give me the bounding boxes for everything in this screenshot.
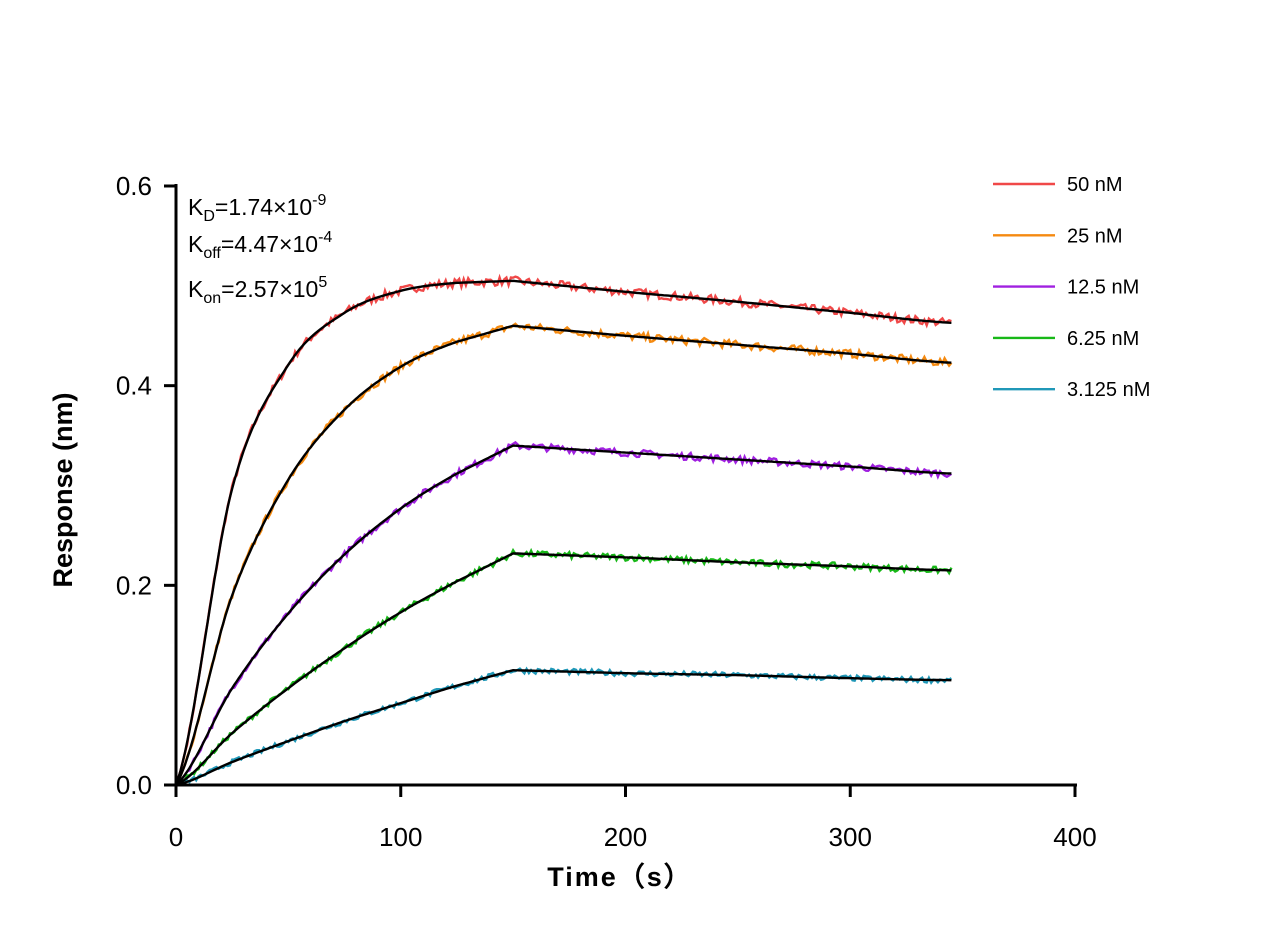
y-tick-label: 0.6 [116, 171, 152, 201]
fit-curves [174, 279, 952, 787]
fit-curve [174, 279, 952, 786]
x-tick-label: 0 [169, 822, 183, 852]
legend-label: 12.5 nM [1067, 277, 1139, 299]
x-tick-label: 300 [829, 822, 872, 852]
legend-label: 50 nM [1067, 174, 1123, 196]
data-trace [175, 440, 953, 786]
x-axis-label: Time（s） [547, 862, 693, 892]
fit-curve [175, 444, 952, 786]
koff-annotation: Koff=4.47×10-4 [188, 229, 332, 262]
x-tick-label: 100 [379, 822, 422, 852]
x-tick-label: 400 [1053, 822, 1096, 852]
legend-label: 3.125 nM [1067, 379, 1150, 401]
fit-curve [175, 552, 952, 787]
x-tick-label: 200 [604, 822, 647, 852]
fit-curve [175, 668, 952, 787]
y-tick-label: 0.4 [116, 371, 152, 401]
y-tick-label: 0.0 [116, 770, 152, 800]
legend-label: 25 nM [1067, 225, 1123, 247]
legend: 50 nM 25 nM 12.5 nM 6.25 nM 3.125 nM [993, 174, 1150, 401]
fit-curve [174, 324, 952, 786]
y-axis-label: Response (nm) [48, 392, 78, 587]
data-trace [175, 547, 953, 787]
kd-annotation: KD=1.74×10-9 [188, 192, 326, 225]
kon-annotation: Kon=2.57×105 [188, 274, 327, 307]
y-tick-label: 0.2 [116, 570, 152, 600]
legend-label: 6.25 nM [1067, 328, 1139, 350]
